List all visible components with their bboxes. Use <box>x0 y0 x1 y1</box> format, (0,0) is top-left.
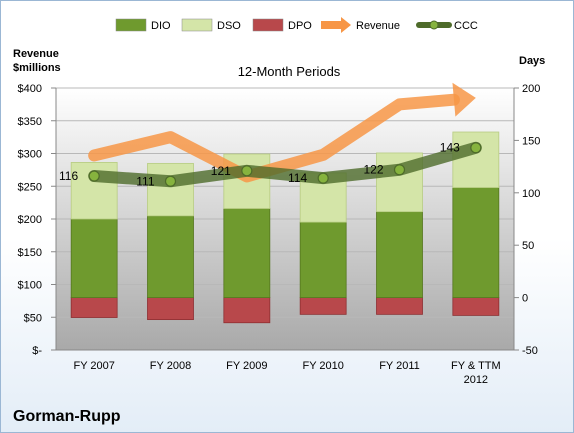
company-name: Gorman-Rupp <box>13 408 121 425</box>
ccc-point <box>164 175 177 187</box>
axes: $- $50 $100 $150 $200 $250 $300 $350 $400 -50 0 50 1… <box>18 83 541 386</box>
bar-series <box>70 131 500 324</box>
right-tick-label: 150 <box>522 135 540 147</box>
ccc-data-label: 143 <box>440 141 460 155</box>
left-tick-label: $250 <box>18 181 42 193</box>
right-tick-label: 0 <box>522 293 528 305</box>
left-tick-label: $400 <box>18 83 42 95</box>
x-tick-label: 2012 <box>464 374 488 386</box>
bar-dso <box>452 131 500 188</box>
bar-dpo <box>223 297 271 324</box>
left-axis-title-line1: Revenue <box>13 48 59 60</box>
ccc-data-label: 114 <box>288 171 307 185</box>
left-tick-label: $50 <box>24 312 42 324</box>
right-tick-label: 50 <box>522 240 534 252</box>
legend-label: CCC <box>454 20 478 32</box>
legend-arrow-swatch <box>321 17 351 33</box>
legend-label: Revenue <box>356 20 400 32</box>
bar-dio <box>452 187 500 298</box>
legend-swatch <box>252 18 284 32</box>
bar-dio <box>376 211 423 298</box>
bar-dio <box>70 218 118 298</box>
ccc-line <box>88 141 482 188</box>
ccc-point <box>88 170 100 182</box>
left-tick-label: $200 <box>18 214 42 226</box>
bar-dio <box>299 221 347 298</box>
bar-dpo <box>376 297 423 315</box>
bar-dio <box>147 215 194 299</box>
legend-swatch <box>181 18 213 32</box>
bar-dio <box>223 208 271 299</box>
chart-title: 12-Month Periods <box>238 64 341 79</box>
ccc-point <box>470 142 482 154</box>
left-tick-label: $150 <box>18 247 42 259</box>
grid-lines <box>56 87 514 318</box>
legend-label: DSO <box>217 20 241 32</box>
left-tick-label: $300 <box>18 149 42 161</box>
revenue-line <box>88 93 460 183</box>
x-tick-label: FY 2009 <box>226 360 267 372</box>
left-tick-label: $100 <box>18 280 42 292</box>
x-tick-label: FY & TTM <box>451 360 501 372</box>
ccc-data-label: 111 <box>136 174 155 188</box>
legend-marker-swatch <box>429 20 439 30</box>
x-tick-label: FY 2010 <box>302 360 343 372</box>
legend-swatch <box>115 18 147 32</box>
bar-dpo <box>452 297 500 316</box>
right-tick-label: 200 <box>522 83 540 95</box>
ccc-data-label: 116 <box>59 169 78 183</box>
right-tick-label: -50 <box>522 345 538 357</box>
ccc-point <box>241 165 253 177</box>
bar-dso <box>147 163 194 217</box>
left-axis-title-line2: $millions <box>13 62 61 74</box>
left-tick-label: $- <box>32 345 42 357</box>
bar-dpo <box>299 297 347 315</box>
legend-label: DPO <box>288 20 312 32</box>
ccc-data-label: 122 <box>363 163 383 177</box>
legend: DIO DSO DPO Revenue CCC <box>115 17 478 33</box>
left-tick-label: $350 <box>18 116 42 128</box>
bar-dpo <box>70 297 118 318</box>
x-tick-label: FY 2008 <box>150 360 191 372</box>
line-series: 116 111 121 114 122 143 <box>59 82 482 188</box>
right-axis-title: Days <box>519 55 545 67</box>
bar-dpo <box>147 297 194 321</box>
right-tick-label: 100 <box>522 188 540 200</box>
legend-label: DIO <box>151 20 171 32</box>
x-tick-label: FY 2011 <box>379 360 420 372</box>
ccc-data-label: 121 <box>211 164 231 178</box>
x-tick-label: FY 2007 <box>73 360 114 372</box>
revenue-arrowhead <box>452 82 476 117</box>
ccc-point <box>317 172 329 184</box>
ccc-point <box>393 164 406 176</box>
